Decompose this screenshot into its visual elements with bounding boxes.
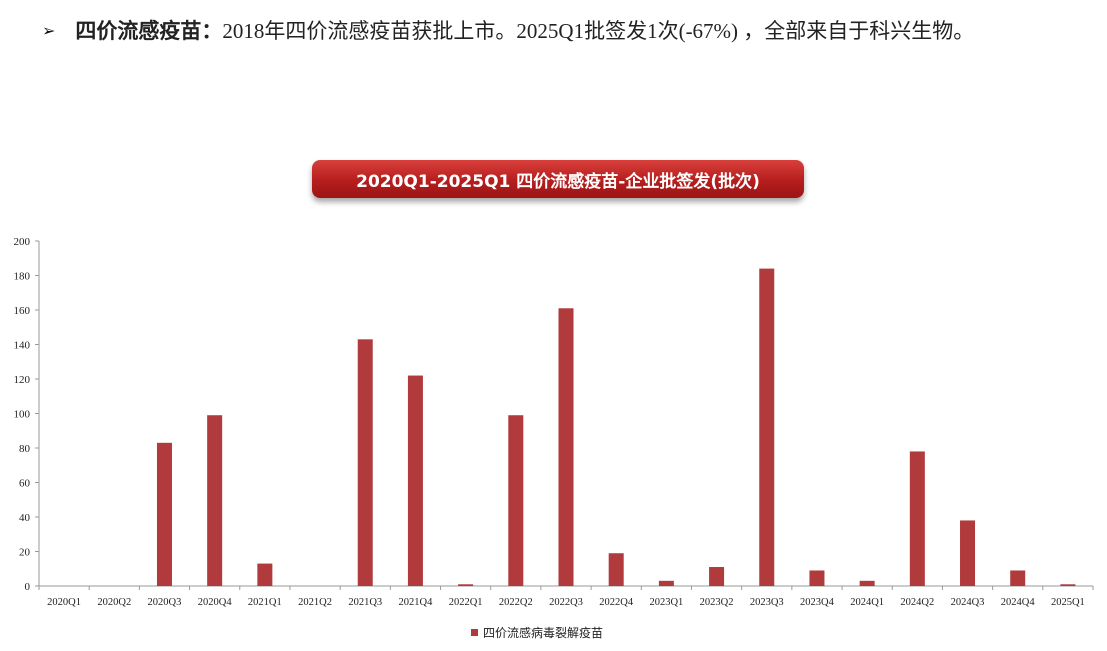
bar — [909, 451, 925, 586]
x-tick-label: 2021Q1 — [248, 597, 282, 608]
bar — [1010, 570, 1026, 586]
bar — [759, 268, 775, 586]
bar — [1060, 584, 1076, 586]
x-tick-label: 2023Q1 — [649, 597, 683, 608]
y-tick-label: 20 — [19, 547, 31, 559]
bullet-line: ➢ 四价流感疫苗： 2018年四价流感疫苗获批上市。2025Q1批签发1次(-6… — [42, 14, 974, 46]
bar — [859, 580, 875, 586]
x-tick-label: 2021Q2 — [298, 597, 332, 608]
bar — [458, 584, 474, 586]
x-tick-label: 2020Q3 — [148, 597, 182, 608]
x-tick-label: 2024Q3 — [951, 597, 985, 608]
bar — [407, 375, 423, 586]
y-tick-label: 60 — [19, 478, 31, 490]
x-tick-label: 2024Q2 — [900, 597, 934, 608]
x-tick-label: 2022Q2 — [499, 597, 533, 608]
x-tick-label: 2022Q3 — [549, 597, 583, 608]
x-tick-label: 2023Q3 — [750, 597, 784, 608]
x-tick-label: 2020Q2 — [97, 597, 131, 608]
bar — [257, 563, 273, 586]
bullet-arrow-icon: ➢ — [42, 20, 56, 40]
x-tick-label: 2020Q4 — [198, 597, 233, 608]
y-tick-label: 200 — [14, 236, 31, 248]
x-tick-label: 2021Q4 — [399, 597, 434, 608]
x-tick-label: 2024Q1 — [850, 597, 884, 608]
y-tick-label: 0 — [25, 581, 31, 593]
x-tick-label: 2021Q3 — [348, 597, 382, 608]
bar — [207, 415, 223, 586]
chart-title: 2020Q1-2025Q1 四价流感疫苗-企业批签发(批次) — [312, 160, 804, 198]
bar — [558, 308, 574, 586]
bar — [709, 567, 725, 586]
y-tick-label: 100 — [14, 409, 31, 421]
x-tick-label: 2025Q1 — [1051, 597, 1085, 608]
x-tick-label: 2023Q2 — [700, 597, 734, 608]
x-tick-label: 2023Q4 — [800, 597, 835, 608]
bar — [960, 520, 976, 586]
x-tick-label: 2020Q1 — [47, 597, 81, 608]
legend: 四价流感病毒裂解疫苗 — [471, 624, 603, 640]
y-tick-label: 160 — [14, 305, 31, 317]
bar — [809, 570, 825, 586]
bullet-text: 2018年四价流感疫苗获批上市。2025Q1批签发1次(-67%) ，全部来自于… — [222, 19, 975, 43]
y-tick-label: 140 — [14, 340, 31, 352]
y-tick-label: 120 — [14, 374, 31, 386]
y-tick-label: 40 — [19, 512, 31, 524]
bar — [608, 553, 624, 586]
bullet-label: 四价流感疫苗： — [75, 19, 223, 43]
bar — [357, 339, 373, 586]
legend-swatch — [471, 628, 478, 636]
bar — [156, 442, 172, 586]
x-tick-label: 2022Q4 — [599, 597, 634, 608]
bar — [508, 415, 524, 586]
x-tick-label: 2022Q1 — [449, 597, 483, 608]
y-tick-label: 180 — [14, 271, 31, 283]
bar — [658, 580, 674, 586]
y-tick-label: 80 — [19, 443, 31, 455]
legend-label: 四价流感病毒裂解疫苗 — [483, 625, 604, 640]
x-tick-label: 2024Q4 — [1001, 597, 1036, 608]
